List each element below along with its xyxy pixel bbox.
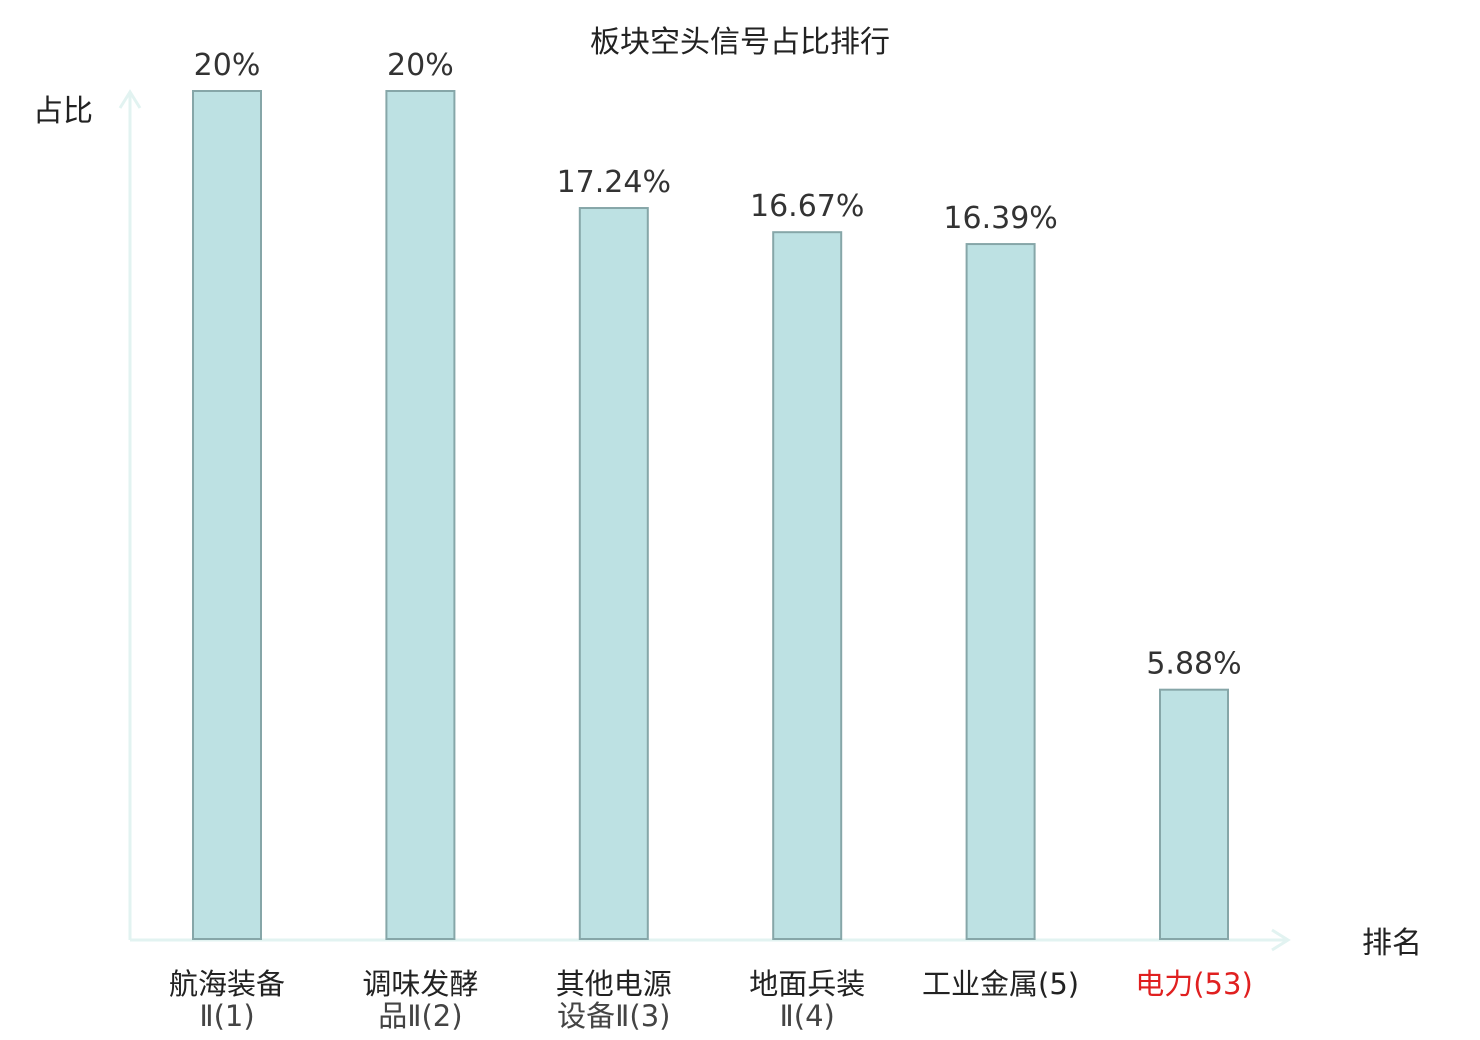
x-tick-label-4: 地面兵装 [749,967,865,1001]
chart-title: 板块空头信号占比排行 [590,25,890,60]
x-tick-label-1-line2: Ⅱ(1) [199,999,254,1033]
x-axis-label: 排名 [1362,926,1422,961]
x-tick-label-4-line2: Ⅱ(4) [780,999,835,1033]
value-label-6: 5.88% [1146,647,1241,682]
value-label-1: 20% [194,48,261,83]
bars-group [192,90,1229,941]
value-label-2: 20% [387,48,454,83]
x-tick-label-6: 电力(53) [1135,967,1253,1001]
value-label-4: 16.67% [750,189,864,224]
x-tick-label-1: 航海装备 [169,967,285,1001]
bar-4 [772,231,843,940]
x-tick-label-3: 其他电源 [556,967,672,1001]
bar-1 [192,90,262,940]
y-axis-label: 占比 [33,94,93,129]
value-label-5: 16.39% [943,201,1057,236]
bar-5 [965,243,1036,940]
axes [118,89,1291,952]
x-tick-label-2: 调味发酵 [362,967,478,1001]
bar-3 [578,207,649,941]
y-axis-arrowhead [118,89,142,109]
bar-6 [1159,688,1229,940]
x-axis-arrowhead [1271,928,1291,952]
x-tick-label-2-line2: 品Ⅱ(2) [378,999,462,1033]
x-tick-label-3-line2: 设备Ⅱ(3) [557,999,670,1033]
x-tick-label-5: 工业金属(5) [922,967,1079,1001]
value-label-3: 17.24% [557,165,671,200]
value-labels-group: 20% 20% 17.24% 16.67% 16.39% 5.88% [194,48,1242,682]
bar-2 [385,90,456,940]
